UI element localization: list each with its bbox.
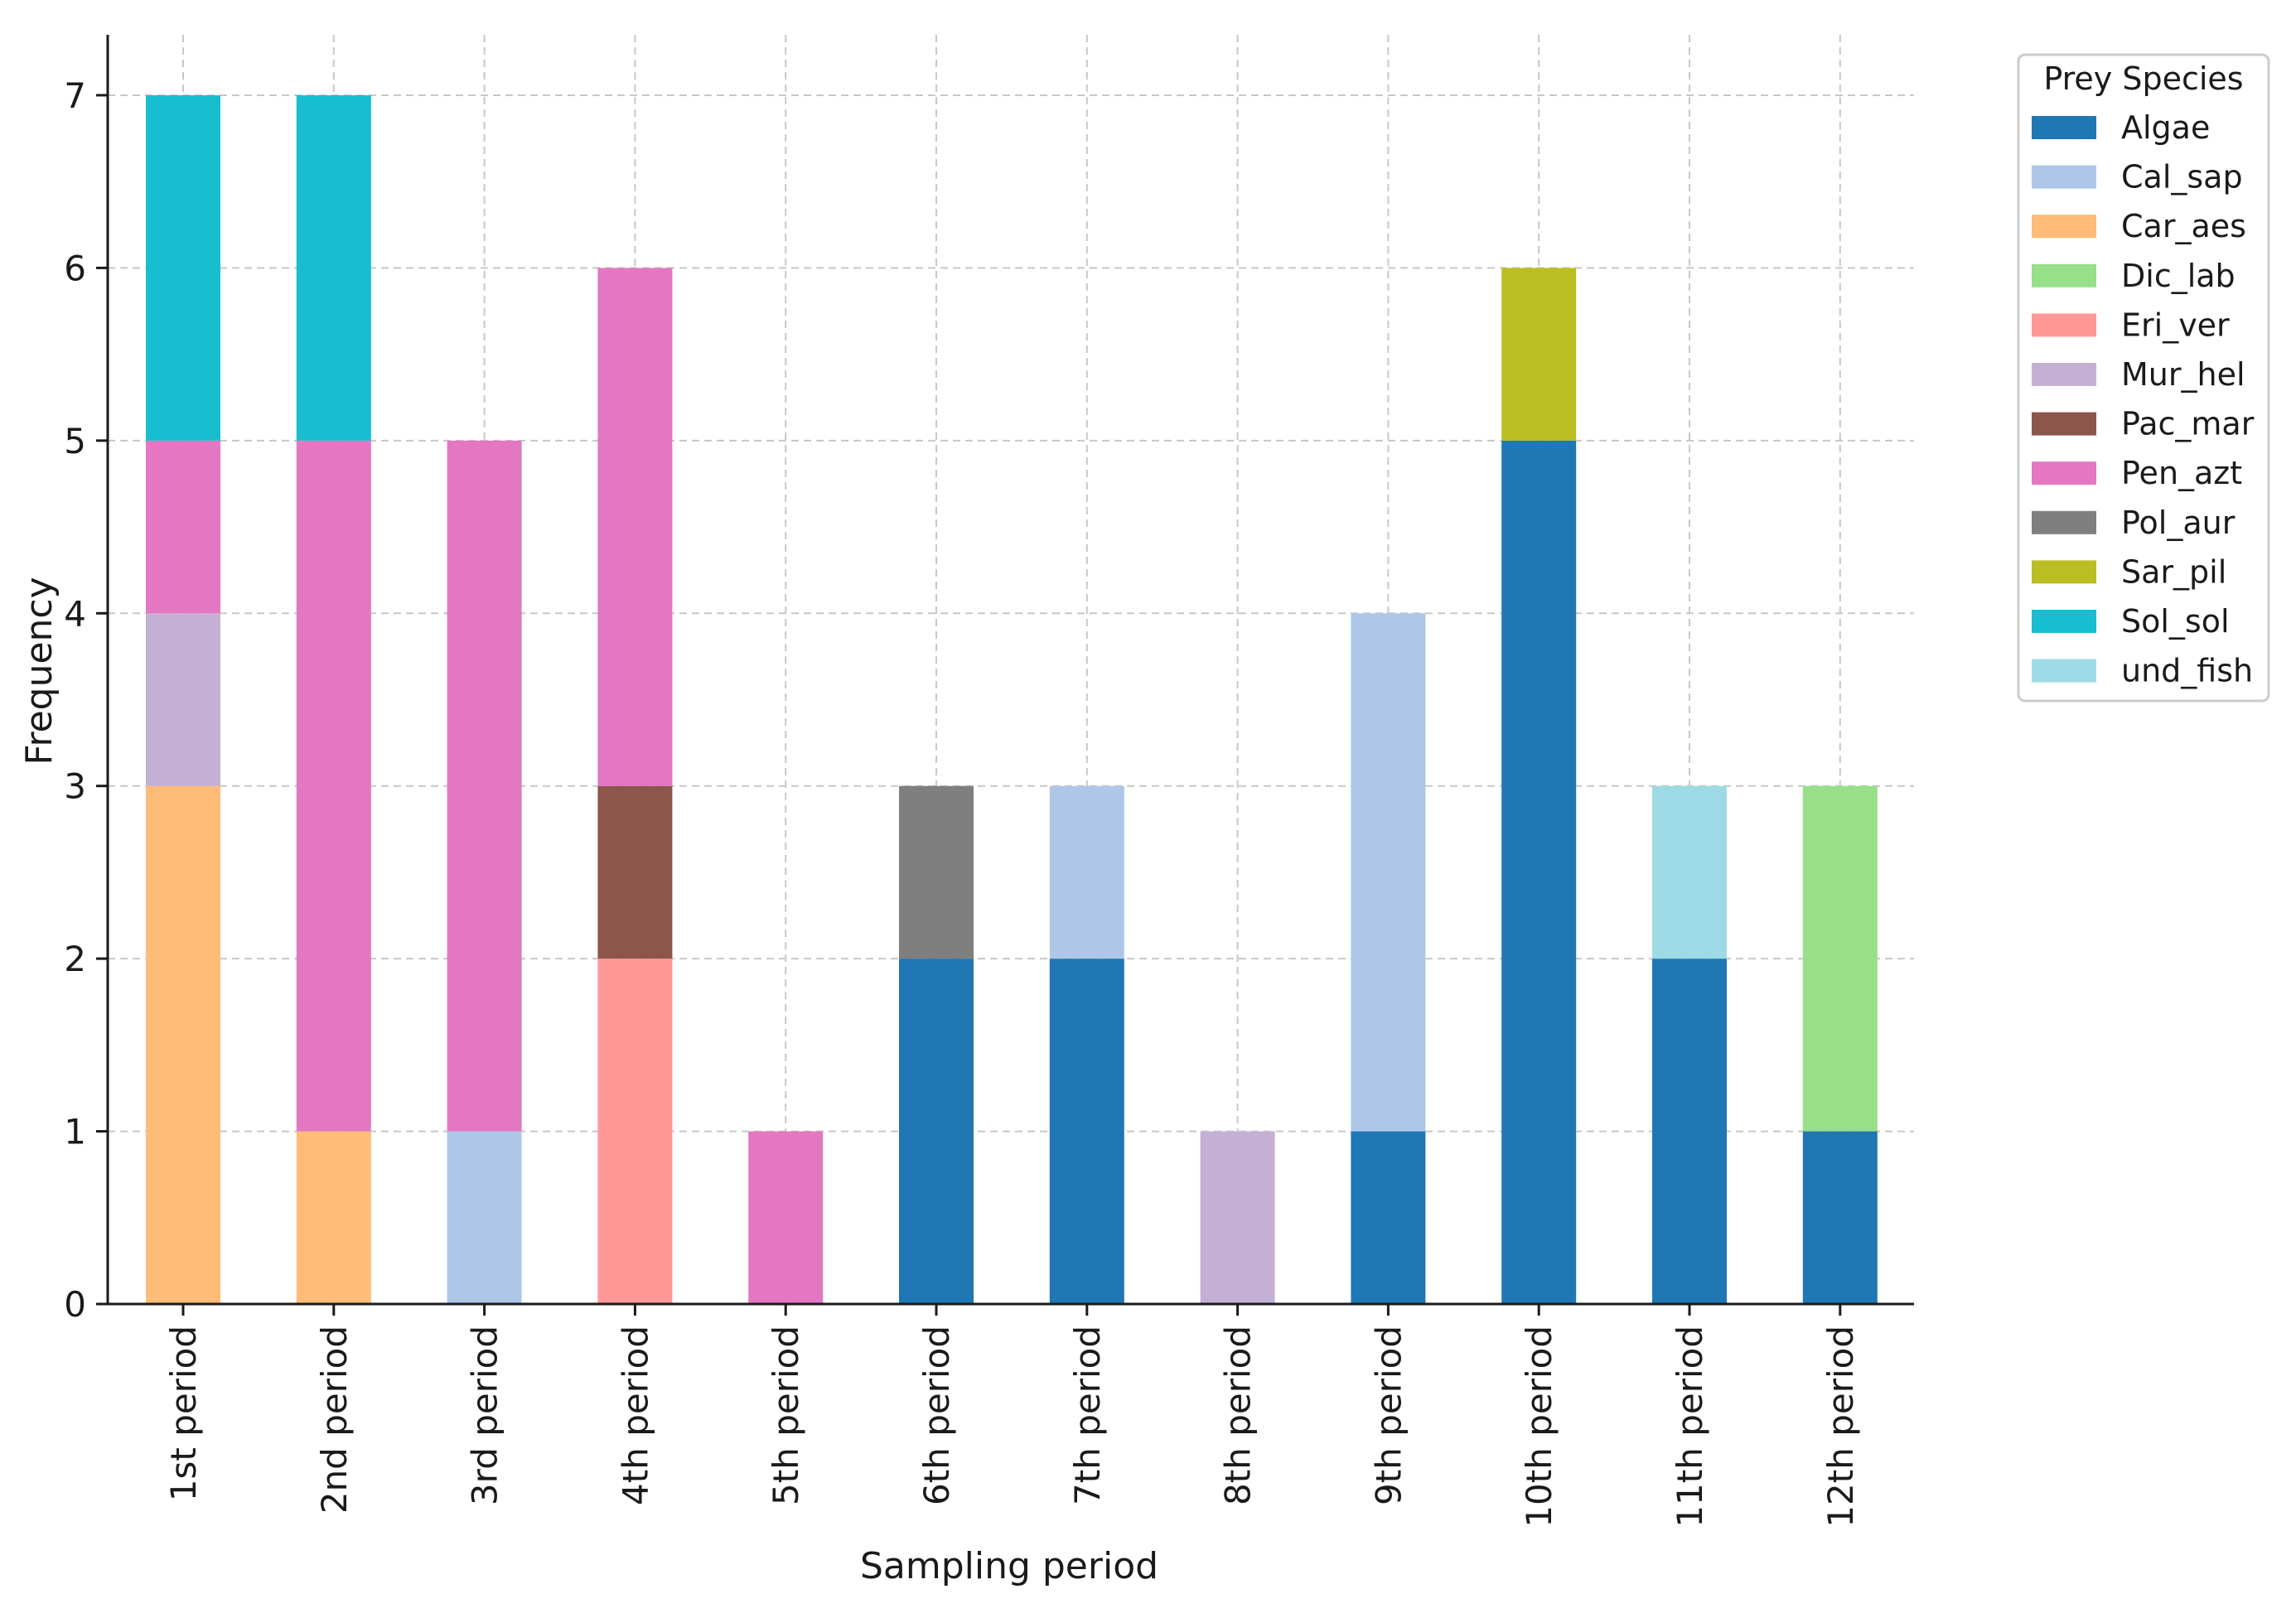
y-tick-label: 0 xyxy=(64,1284,86,1325)
legend-label-pac-mar: Pac_mar xyxy=(2121,406,2255,442)
bar-segment-cal-sap xyxy=(447,1131,522,1304)
bar-segment-car-aes xyxy=(146,785,220,1304)
legend-label-car-aes: Car_aes xyxy=(2121,208,2246,244)
legend-items: Algae Cal_sap Car_aes Dic_lab Eri_ver Mur_hel… xyxy=(2032,109,2255,689)
bar-segment-car-aes xyxy=(296,1131,371,1304)
legend-swatch-sar-pil xyxy=(2032,560,2096,584)
legend-label-und-fish: und_fish xyxy=(2121,653,2253,689)
legend-swatch-pen-azt xyxy=(2032,461,2096,485)
legend-swatch-sol-sol xyxy=(2032,610,2096,633)
legend-label-pen-azt: Pen_azt xyxy=(2121,455,2242,491)
y-tick-layer: 0 1 2 3 4 5 6 7 xyxy=(64,75,108,1325)
bar-segment-algae xyxy=(1351,1131,1426,1304)
y-tick-label: 4 xyxy=(64,593,86,634)
legend-label-eri-ver: Eri_ver xyxy=(2121,307,2230,343)
bar-segment-algae xyxy=(1802,1131,1878,1304)
x-tick-label: 4th period xyxy=(615,1326,655,1505)
bar-segment-algae xyxy=(1049,959,1124,1304)
legend-label-pol-aur: Pol_aur xyxy=(2121,505,2236,541)
bar-segment-mur-hel xyxy=(1200,1131,1275,1304)
bar-segment-pac-mar xyxy=(597,785,673,959)
axis-layer xyxy=(106,35,1914,1306)
legend-label-sar-pil: Sar_pil xyxy=(2121,553,2226,590)
x-tick-label: 10th period xyxy=(1519,1326,1559,1528)
legend-swatch-pac-mar xyxy=(2032,412,2096,436)
legend-label-dic-lab: Dic_lab xyxy=(2121,258,2236,294)
x-tick-layer: 1st period 2nd period 3rd period 4th period… xyxy=(163,1304,1861,1528)
y-tick-label: 5 xyxy=(64,421,86,461)
x-tick-label: 11th period xyxy=(1670,1326,1710,1528)
bar-segment-algae xyxy=(899,959,974,1304)
x-tick-label: 2nd period xyxy=(314,1326,355,1514)
bar-segment-pen-azt xyxy=(597,268,673,786)
bar-segment-algae xyxy=(1501,440,1577,1304)
bar-segment-pen-azt xyxy=(296,440,371,1132)
legend-swatch-dic-lab xyxy=(2032,263,2096,287)
y-tick-label: 2 xyxy=(64,939,86,979)
x-tick-label: 5th period xyxy=(766,1326,806,1505)
legend: Prey Species Algae Cal_sap Car_aes Dic_lab E… xyxy=(2017,53,2270,703)
bar-segment-pen-azt xyxy=(146,440,220,614)
legend-label-cal-sap: Cal_sap xyxy=(2121,159,2243,196)
y-tick-label: 3 xyxy=(64,766,86,807)
y-tick-label: 1 xyxy=(64,1112,86,1152)
bar-segment-dic-lab xyxy=(1802,785,1878,1132)
bar-segment-mur-hel xyxy=(146,613,220,786)
legend-swatch-cal-sap xyxy=(2032,165,2096,189)
legend-swatch-eri-ver xyxy=(2032,313,2096,337)
x-tick-label: 3rd period xyxy=(465,1326,505,1505)
bar-segment-pen-azt xyxy=(748,1131,824,1304)
x-tick-label: 1st period xyxy=(163,1326,204,1501)
legend-swatch-mur-hel xyxy=(2032,363,2096,386)
grid-layer xyxy=(108,35,1914,1304)
y-axis-title: Frequency xyxy=(18,577,60,765)
bar-segment-algae xyxy=(1652,959,1727,1304)
x-tick-label: 7th period xyxy=(1067,1326,1108,1505)
bar-segment-und-fish xyxy=(1652,785,1727,959)
bar-segment-pen-azt xyxy=(447,440,522,1132)
x-tick-label: 6th period xyxy=(916,1326,957,1505)
y-tick-label: 7 xyxy=(64,75,86,116)
x-tick-label: 12th period xyxy=(1820,1326,1861,1528)
bar-layer xyxy=(146,94,1878,1304)
legend-label-algae: Algae xyxy=(2121,109,2210,146)
bar-segment-sol-sol xyxy=(146,94,220,441)
x-axis-title: Sampling period xyxy=(860,1545,1158,1587)
legend-swatch-car-aes xyxy=(2032,215,2096,239)
x-tick-label: 8th period xyxy=(1218,1326,1259,1505)
x-tick-label: 9th period xyxy=(1368,1326,1409,1505)
bar-segment-pol-aur xyxy=(899,785,974,959)
bar-segment-eri-ver xyxy=(597,959,673,1304)
legend-title: Prey Species xyxy=(2043,60,2243,97)
bar-segment-cal-sap xyxy=(1049,785,1124,959)
y-tick-label: 6 xyxy=(64,248,86,288)
bar-segment-cal-sap xyxy=(1351,613,1426,1132)
legend-label-mur-hel: Mur_hel xyxy=(2121,356,2245,393)
legend-label-sol-sol: Sol_sol xyxy=(2121,603,2230,640)
bar-segment-sar-pil xyxy=(1501,268,1577,441)
legend-swatch-algae xyxy=(2032,116,2096,139)
bar-segment-sol-sol xyxy=(296,94,371,441)
legend-swatch-pol-aur xyxy=(2032,510,2096,534)
legend-swatch-und-fish xyxy=(2032,659,2096,683)
